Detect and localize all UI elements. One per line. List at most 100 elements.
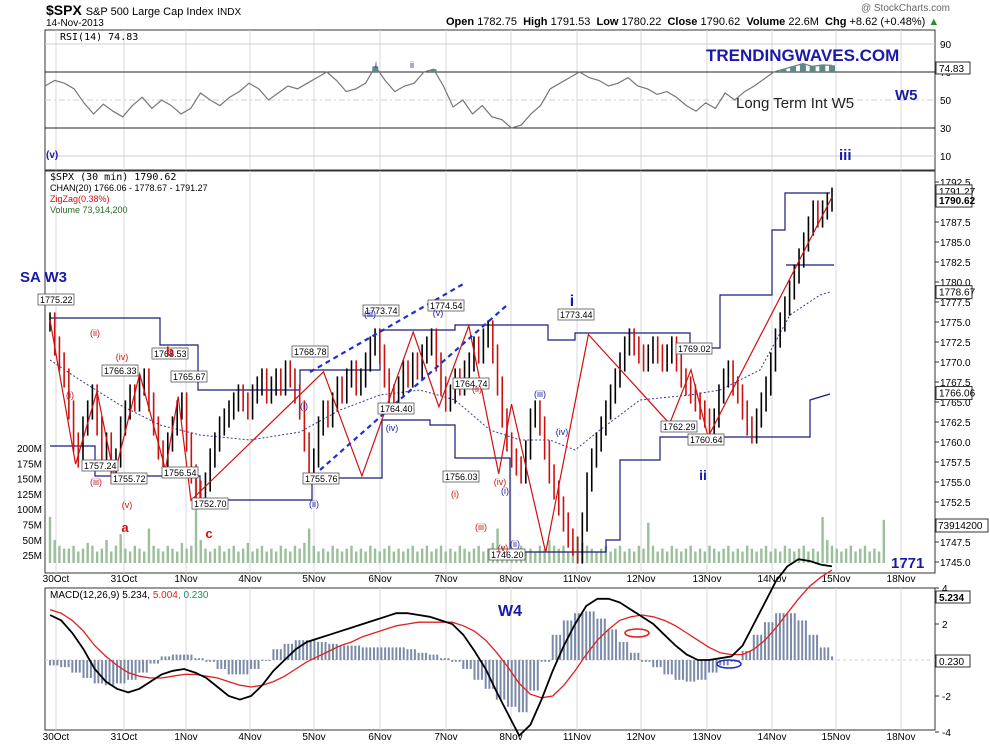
macd-hist-bar bbox=[302, 640, 305, 660]
price-label-text: 1775.22 bbox=[40, 295, 73, 305]
volume-bar bbox=[274, 551, 278, 563]
volume-bar bbox=[486, 548, 490, 563]
macd-hist-bar bbox=[101, 660, 104, 684]
price-label-box bbox=[442, 470, 480, 483]
wave-label: c bbox=[205, 526, 212, 541]
macd-hist-bar bbox=[797, 620, 800, 660]
macd-hist-bar bbox=[324, 642, 327, 660]
macd-hist-bar bbox=[719, 660, 722, 666]
x-tick-label-bottom: 6Nov bbox=[368, 732, 391, 743]
macd-hist-bar bbox=[78, 660, 81, 673]
rsi-tick-label: 50 bbox=[940, 96, 952, 107]
price-label-text: 1757.24 bbox=[84, 461, 117, 471]
x-tick-label-bottom: 5Nov bbox=[302, 732, 325, 743]
wave-label: (v) bbox=[498, 543, 509, 553]
volume-bar bbox=[383, 548, 386, 563]
volume-bar bbox=[755, 551, 758, 563]
open-value: 1782.75 bbox=[477, 16, 517, 28]
lower-channel-tag: 1766.06 bbox=[939, 389, 976, 400]
wave-label: ii bbox=[699, 467, 707, 483]
channel-lower bbox=[50, 393, 831, 553]
close-label: Close bbox=[667, 16, 698, 28]
wave-label: (i) bbox=[501, 486, 509, 496]
macd-hist-bar bbox=[603, 618, 606, 660]
volume-bar bbox=[336, 548, 339, 563]
macd-hist-bar bbox=[190, 654, 193, 660]
wave-label: (iii) bbox=[475, 522, 487, 532]
volume-bar bbox=[435, 548, 438, 563]
price-label-text: 1755.72 bbox=[113, 474, 146, 484]
macd-hist-bar bbox=[145, 660, 148, 673]
volume-bar bbox=[322, 548, 325, 563]
volume-bar bbox=[807, 551, 810, 563]
macd-hist-bar bbox=[667, 660, 670, 675]
rsi-tick-label: 10 bbox=[940, 152, 952, 163]
macd-hist-bar bbox=[741, 651, 744, 660]
x-tick-label: 8Nov bbox=[499, 574, 522, 585]
macd-hist-bar bbox=[317, 642, 320, 660]
macd-hist-bar bbox=[760, 634, 763, 660]
macd-hist-bar bbox=[715, 660, 718, 673]
close-value: 1790.62 bbox=[700, 16, 741, 28]
macd-legend: MACD(12,26,9) 5.234, 5.004, 0.230 bbox=[50, 590, 209, 601]
macd-hist-bar bbox=[372, 647, 375, 660]
macd-hist-bar bbox=[812, 634, 815, 660]
price-y-tick-label: 1757.5 bbox=[940, 458, 971, 469]
volume-bar bbox=[741, 551, 744, 563]
volume-tick-label: 125M bbox=[17, 490, 42, 501]
price-label-box bbox=[452, 377, 490, 390]
volume-bar bbox=[91, 545, 94, 563]
volume-bar bbox=[345, 548, 348, 563]
volume-bar bbox=[378, 551, 381, 563]
volume-tick-label: 25M bbox=[23, 551, 42, 562]
macd-hist-bar bbox=[507, 660, 510, 707]
macd-hist-bar bbox=[767, 622, 770, 660]
macd-hist-bar bbox=[250, 660, 253, 669]
macd-hist-bar bbox=[238, 660, 241, 675]
wave-label: a bbox=[121, 520, 129, 535]
macd-hist-bar bbox=[559, 634, 562, 660]
volume-bar bbox=[406, 548, 410, 563]
macd-hist-bar bbox=[588, 611, 591, 660]
volume-bar bbox=[114, 545, 118, 563]
volume-bar bbox=[873, 548, 876, 563]
wave-label: (iv) bbox=[116, 352, 129, 362]
volume-tick-label: 150M bbox=[17, 475, 42, 486]
volume-bar bbox=[119, 534, 122, 563]
zigzag-legend: ZigZag(0.38%) bbox=[50, 194, 110, 204]
macd-hist-bar bbox=[410, 649, 413, 660]
volume-bar bbox=[670, 545, 674, 563]
wave-label: (iii) bbox=[90, 477, 102, 487]
volume-bar bbox=[599, 548, 603, 563]
macd-hist-bar bbox=[480, 660, 483, 680]
volume-bar bbox=[279, 545, 283, 563]
x-tick-label-bottom: 11Nov bbox=[563, 732, 591, 743]
macd-hist-bar bbox=[771, 622, 774, 660]
volume-bar bbox=[844, 548, 848, 563]
macd-hist-tag: 0.230 bbox=[939, 657, 964, 668]
volume-bar bbox=[769, 551, 772, 563]
macd-hist-bar bbox=[704, 660, 707, 680]
volume-bar bbox=[265, 551, 268, 563]
volume-bar bbox=[133, 545, 136, 563]
macd-hist-bar bbox=[127, 660, 130, 680]
volume-bar bbox=[72, 545, 75, 563]
macd-hist-bar bbox=[387, 647, 390, 660]
macd-hist-bar bbox=[309, 640, 312, 660]
price-label-box bbox=[291, 345, 329, 358]
macd-hist-bar bbox=[700, 660, 703, 680]
macd-hist-bar bbox=[663, 660, 666, 675]
channel-upper bbox=[50, 192, 830, 391]
macd-hist-bar bbox=[212, 660, 215, 662]
macd-hist-bar bbox=[257, 660, 260, 669]
mid-channel-tag: 1778.67 bbox=[939, 288, 976, 299]
x-tick-label-bottom: 12Nov bbox=[627, 732, 656, 743]
macd-signal-line bbox=[49, 569, 833, 699]
volume-bar bbox=[317, 551, 320, 563]
volume-bar bbox=[289, 551, 292, 563]
macd-hist-bar bbox=[346, 645, 349, 660]
volume-bar bbox=[496, 528, 499, 563]
macd-hist-bar bbox=[801, 620, 804, 660]
volume-bar bbox=[468, 551, 471, 563]
volume-bar bbox=[793, 551, 796, 563]
